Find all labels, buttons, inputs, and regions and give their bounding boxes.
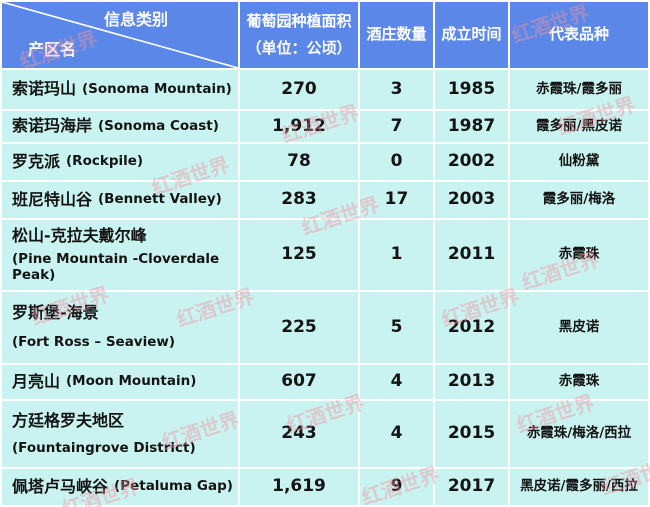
- area-cell: 607: [240, 365, 358, 399]
- wineries-cell: 4: [360, 401, 433, 467]
- region-name-en: (Moon Mountain): [66, 373, 197, 390]
- col-header-wineries: 酒庄数量: [360, 2, 433, 68]
- established-cell: 2002: [435, 144, 508, 180]
- region-name-cell: 罗克派 (Rockpile): [2, 144, 238, 180]
- region-name-cell: 班尼特山谷 (Bennett Valley): [2, 182, 238, 218]
- varieties-cell: 黑皮诺: [510, 292, 648, 363]
- wineries-cell: 17: [360, 182, 433, 218]
- region-name-en: (Fort Ross – Seaview): [12, 334, 176, 351]
- corner-label-region-name: 产区名: [28, 39, 77, 59]
- region-name-cn: 罗斯堡-海景: [12, 303, 99, 323]
- col-header-area-line2: （单位：公顷）: [246, 39, 352, 58]
- area-cell: 243: [240, 401, 358, 467]
- region-name-cn: 罗克派: [12, 151, 61, 171]
- region-name-en: (Pine Mountain -Cloverdale Peak): [12, 251, 220, 283]
- region-name-cn: 方廷格罗夫地区: [12, 410, 125, 430]
- wineries-cell: 7: [360, 111, 433, 142]
- varieties-cell: 霞多丽/梅洛: [510, 182, 648, 218]
- region-name-cn: 月亮山: [12, 371, 61, 391]
- established-cell: 2015: [435, 401, 508, 467]
- col-header-area-line1: 葡萄园种植面积: [246, 11, 352, 30]
- established-cell: 2012: [435, 292, 508, 363]
- area-cell: 1,912: [240, 111, 358, 142]
- area-cell: 283: [240, 182, 358, 218]
- established-cell: 1987: [435, 111, 508, 142]
- varieties-cell: 仙粉黛: [510, 144, 648, 180]
- varieties-cell: 赤霞珠/霞多丽: [510, 70, 648, 109]
- varieties-cell: 黑皮诺/霞多丽/西拉: [510, 469, 648, 505]
- region-name-cn: 索诺玛海岸: [12, 116, 93, 136]
- region-name-cell: 索诺玛海岸 (Sonoma Coast): [2, 111, 238, 142]
- varieties-cell: 霞多丽/黑皮诺: [510, 111, 648, 142]
- region-name-en: (Petaluma Gap): [114, 478, 233, 495]
- wineries-cell: 4: [360, 365, 433, 399]
- region-name-cell: 松山-克拉夫戴尔峰 (Pine Mountain -Cloverdale Pea…: [2, 220, 238, 290]
- col-header-area: 葡萄园种植面积 （单位：公顷）: [240, 2, 358, 68]
- region-name-en: (Sonoma Mountain): [82, 80, 232, 97]
- wineries-cell: 9: [360, 469, 433, 505]
- region-name-en: (Bennett Valley): [98, 191, 222, 208]
- established-cell: 1985: [435, 70, 508, 109]
- area-cell: 225: [240, 292, 358, 363]
- region-name-cell: 方廷格罗夫地区 (Fountaingrove District): [2, 401, 238, 467]
- region-name-cell: 月亮山 (Moon Mountain): [2, 365, 238, 399]
- wineries-cell: 0: [360, 144, 433, 180]
- region-name-en: (Fountaingrove District): [12, 439, 196, 456]
- area-cell: 1,619: [240, 469, 358, 505]
- col-header-varieties: 代表品种: [510, 2, 648, 68]
- varieties-cell: 赤霞珠/梅洛/西拉: [510, 401, 648, 467]
- area-cell: 270: [240, 70, 358, 109]
- diagonal-divider: [2, 2, 238, 68]
- region-name-cell: 佩塔卢马峡谷 (Petaluma Gap): [2, 469, 238, 505]
- established-cell: 2011: [435, 220, 508, 290]
- wineries-cell: 3: [360, 70, 433, 109]
- wineries-cell: 1: [360, 220, 433, 290]
- area-cell: 125: [240, 220, 358, 290]
- region-name-cn: 佩塔卢马峡谷: [12, 476, 109, 496]
- established-cell: 2013: [435, 365, 508, 399]
- varieties-cell: 赤霞珠: [510, 220, 648, 290]
- area-cell: 78: [240, 144, 358, 180]
- corner-label-info-category: 信息类别: [104, 10, 169, 29]
- established-cell: 2003: [435, 182, 508, 218]
- region-name-en: (Sonoma Coast): [98, 117, 219, 134]
- col-header-established: 成立时间: [435, 2, 508, 68]
- region-name-cell: 索诺玛山 (Sonoma Mountain): [2, 70, 238, 109]
- region-name-cn: 索诺玛山: [12, 79, 77, 99]
- varieties-cell: 赤霞珠: [510, 365, 648, 399]
- corner-cell: 信息类别 产区名: [2, 2, 238, 68]
- region-name-en: (Rockpile): [66, 153, 144, 170]
- region-name-cn: 班尼特山谷: [12, 189, 93, 209]
- region-name-cn: 松山-克拉夫戴尔峰: [12, 225, 147, 245]
- established-cell: 2017: [435, 469, 508, 505]
- region-name-cell: 罗斯堡-海景 (Fort Ross – Seaview): [2, 292, 238, 363]
- wineries-cell: 5: [360, 292, 433, 363]
